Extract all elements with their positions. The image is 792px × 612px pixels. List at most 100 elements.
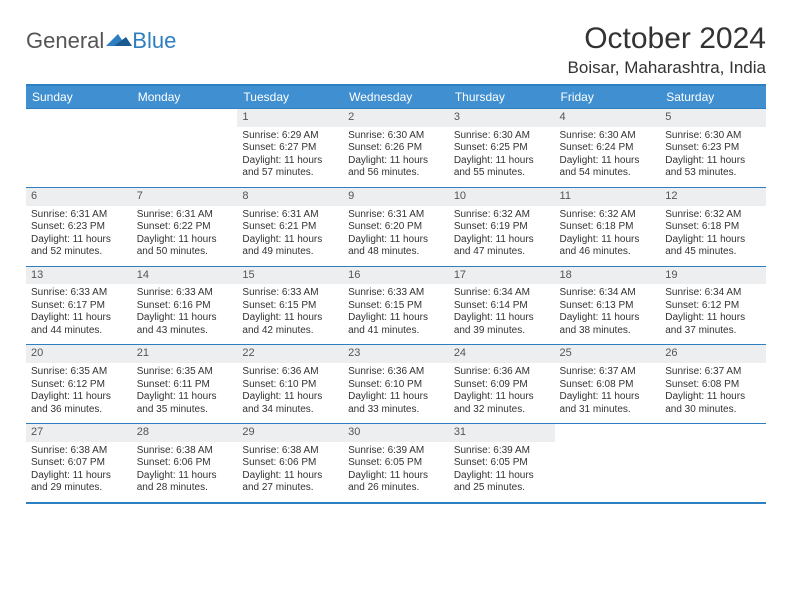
day-number: 2: [343, 109, 449, 127]
logo: General Blue: [26, 28, 176, 54]
calendar-cell: .....: [132, 109, 238, 188]
day-number: 16: [343, 267, 449, 285]
calendar-cell: 24Sunrise: 6:36 AMSunset: 6:09 PMDayligh…: [449, 345, 555, 424]
day-number: 30: [343, 424, 449, 442]
weekday-header: Sunday: [26, 85, 132, 109]
day-details: Sunrise: 6:37 AMSunset: 6:08 PMDaylight:…: [660, 363, 766, 423]
calendar-row: ..........1Sunrise: 6:29 AMSunset: 6:27 …: [26, 109, 766, 188]
day-number: 9: [343, 188, 449, 206]
day-number: 17: [449, 267, 555, 285]
day-number: 4: [555, 109, 661, 127]
day-number: 3: [449, 109, 555, 127]
calendar-cell: 6Sunrise: 6:31 AMSunset: 6:23 PMDaylight…: [26, 187, 132, 266]
calendar-row: 20Sunrise: 6:35 AMSunset: 6:12 PMDayligh…: [26, 345, 766, 424]
day-details: Sunrise: 6:30 AMSunset: 6:23 PMDaylight:…: [660, 127, 766, 187]
calendar-cell: 26Sunrise: 6:37 AMSunset: 6:08 PMDayligh…: [660, 345, 766, 424]
calendar-cell: .....: [660, 424, 766, 503]
day-number: 28: [132, 424, 238, 442]
day-details: Sunrise: 6:32 AMSunset: 6:19 PMDaylight:…: [449, 206, 555, 266]
day-details: Sunrise: 6:38 AMSunset: 6:07 PMDaylight:…: [26, 442, 132, 502]
day-details: Sunrise: 6:33 AMSunset: 6:15 PMDaylight:…: [237, 284, 343, 344]
title-block: October 2024 Boisar, Maharashtra, India: [568, 22, 766, 78]
calendar-cell: 14Sunrise: 6:33 AMSunset: 6:16 PMDayligh…: [132, 266, 238, 345]
day-details: Sunrise: 6:29 AMSunset: 6:27 PMDaylight:…: [237, 127, 343, 187]
day-number: 31: [449, 424, 555, 442]
day-number: 13: [26, 267, 132, 285]
day-details: Sunrise: 6:30 AMSunset: 6:24 PMDaylight:…: [555, 127, 661, 187]
calendar-page: General Blue October 2024 Boisar, Mahara…: [0, 0, 792, 504]
day-number: 6: [26, 188, 132, 206]
day-number: 25: [555, 345, 661, 363]
calendar-cell: 8Sunrise: 6:31 AMSunset: 6:21 PMDaylight…: [237, 187, 343, 266]
calendar-cell: 11Sunrise: 6:32 AMSunset: 6:18 PMDayligh…: [555, 187, 661, 266]
day-details: Sunrise: 6:33 AMSunset: 6:17 PMDaylight:…: [26, 284, 132, 344]
weekday-row: SundayMondayTuesdayWednesdayThursdayFrid…: [26, 85, 766, 109]
day-number: 12: [660, 188, 766, 206]
day-details: Sunrise: 6:34 AMSunset: 6:12 PMDaylight:…: [660, 284, 766, 344]
day-details: Sunrise: 6:39 AMSunset: 6:05 PMDaylight:…: [449, 442, 555, 502]
logo-text-general: General: [26, 28, 104, 54]
day-details: Sunrise: 6:31 AMSunset: 6:20 PMDaylight:…: [343, 206, 449, 266]
day-details: Sunrise: 6:31 AMSunset: 6:23 PMDaylight:…: [26, 206, 132, 266]
day-details: Sunrise: 6:36 AMSunset: 6:09 PMDaylight:…: [449, 363, 555, 423]
day-number: 27: [26, 424, 132, 442]
day-details: Sunrise: 6:32 AMSunset: 6:18 PMDaylight:…: [555, 206, 661, 266]
calendar-cell: .....: [555, 424, 661, 503]
calendar-cell: 4Sunrise: 6:30 AMSunset: 6:24 PMDaylight…: [555, 109, 661, 188]
day-number: 15: [237, 267, 343, 285]
calendar-cell: 3Sunrise: 6:30 AMSunset: 6:25 PMDaylight…: [449, 109, 555, 188]
calendar-cell: 12Sunrise: 6:32 AMSunset: 6:18 PMDayligh…: [660, 187, 766, 266]
calendar-cell: 20Sunrise: 6:35 AMSunset: 6:12 PMDayligh…: [26, 345, 132, 424]
calendar-cell: 23Sunrise: 6:36 AMSunset: 6:10 PMDayligh…: [343, 345, 449, 424]
day-number: 1: [237, 109, 343, 127]
day-details: Sunrise: 6:35 AMSunset: 6:12 PMDaylight:…: [26, 363, 132, 423]
calendar-cell: 15Sunrise: 6:33 AMSunset: 6:15 PMDayligh…: [237, 266, 343, 345]
calendar-cell: 16Sunrise: 6:33 AMSunset: 6:15 PMDayligh…: [343, 266, 449, 345]
location-text: Boisar, Maharashtra, India: [568, 58, 766, 78]
calendar-cell: 10Sunrise: 6:32 AMSunset: 6:19 PMDayligh…: [449, 187, 555, 266]
day-number: 14: [132, 267, 238, 285]
calendar-cell: 28Sunrise: 6:38 AMSunset: 6:06 PMDayligh…: [132, 424, 238, 503]
calendar-cell: .....: [26, 109, 132, 188]
weekday-header: Monday: [132, 85, 238, 109]
calendar-table: SundayMondayTuesdayWednesdayThursdayFrid…: [26, 84, 766, 504]
calendar-cell: 9Sunrise: 6:31 AMSunset: 6:20 PMDaylight…: [343, 187, 449, 266]
calendar-cell: 17Sunrise: 6:34 AMSunset: 6:14 PMDayligh…: [449, 266, 555, 345]
header: General Blue October 2024 Boisar, Mahara…: [26, 22, 766, 78]
calendar-row: 6Sunrise: 6:31 AMSunset: 6:23 PMDaylight…: [26, 187, 766, 266]
day-number: 20: [26, 345, 132, 363]
day-details: Sunrise: 6:33 AMSunset: 6:16 PMDaylight:…: [132, 284, 238, 344]
calendar-body: ..........1Sunrise: 6:29 AMSunset: 6:27 …: [26, 109, 766, 503]
day-number: 23: [343, 345, 449, 363]
calendar-cell: 2Sunrise: 6:30 AMSunset: 6:26 PMDaylight…: [343, 109, 449, 188]
weekday-header: Saturday: [660, 85, 766, 109]
day-details: Sunrise: 6:35 AMSunset: 6:11 PMDaylight:…: [132, 363, 238, 423]
day-details: Sunrise: 6:33 AMSunset: 6:15 PMDaylight:…: [343, 284, 449, 344]
day-number: 19: [660, 267, 766, 285]
calendar-cell: 1Sunrise: 6:29 AMSunset: 6:27 PMDaylight…: [237, 109, 343, 188]
calendar-cell: 31Sunrise: 6:39 AMSunset: 6:05 PMDayligh…: [449, 424, 555, 503]
calendar-cell: 29Sunrise: 6:38 AMSunset: 6:06 PMDayligh…: [237, 424, 343, 503]
calendar-cell: 5Sunrise: 6:30 AMSunset: 6:23 PMDaylight…: [660, 109, 766, 188]
day-details: Sunrise: 6:38 AMSunset: 6:06 PMDaylight:…: [132, 442, 238, 502]
day-number: 26: [660, 345, 766, 363]
calendar-head: SundayMondayTuesdayWednesdayThursdayFrid…: [26, 85, 766, 109]
day-details: Sunrise: 6:31 AMSunset: 6:22 PMDaylight:…: [132, 206, 238, 266]
calendar-cell: 13Sunrise: 6:33 AMSunset: 6:17 PMDayligh…: [26, 266, 132, 345]
day-details: Sunrise: 6:36 AMSunset: 6:10 PMDaylight:…: [343, 363, 449, 423]
weekday-header: Wednesday: [343, 85, 449, 109]
calendar-cell: 22Sunrise: 6:36 AMSunset: 6:10 PMDayligh…: [237, 345, 343, 424]
calendar-cell: 25Sunrise: 6:37 AMSunset: 6:08 PMDayligh…: [555, 345, 661, 424]
day-number: 21: [132, 345, 238, 363]
day-details: Sunrise: 6:39 AMSunset: 6:05 PMDaylight:…: [343, 442, 449, 502]
day-details: Sunrise: 6:38 AMSunset: 6:06 PMDaylight:…: [237, 442, 343, 502]
calendar-cell: 19Sunrise: 6:34 AMSunset: 6:12 PMDayligh…: [660, 266, 766, 345]
day-details: Sunrise: 6:36 AMSunset: 6:10 PMDaylight:…: [237, 363, 343, 423]
day-number: 29: [237, 424, 343, 442]
calendar-cell: 7Sunrise: 6:31 AMSunset: 6:22 PMDaylight…: [132, 187, 238, 266]
day-details: Sunrise: 6:30 AMSunset: 6:25 PMDaylight:…: [449, 127, 555, 187]
calendar-cell: 27Sunrise: 6:38 AMSunset: 6:07 PMDayligh…: [26, 424, 132, 503]
day-details: Sunrise: 6:37 AMSunset: 6:08 PMDaylight:…: [555, 363, 661, 423]
day-number: 7: [132, 188, 238, 206]
day-details: Sunrise: 6:34 AMSunset: 6:14 PMDaylight:…: [449, 284, 555, 344]
